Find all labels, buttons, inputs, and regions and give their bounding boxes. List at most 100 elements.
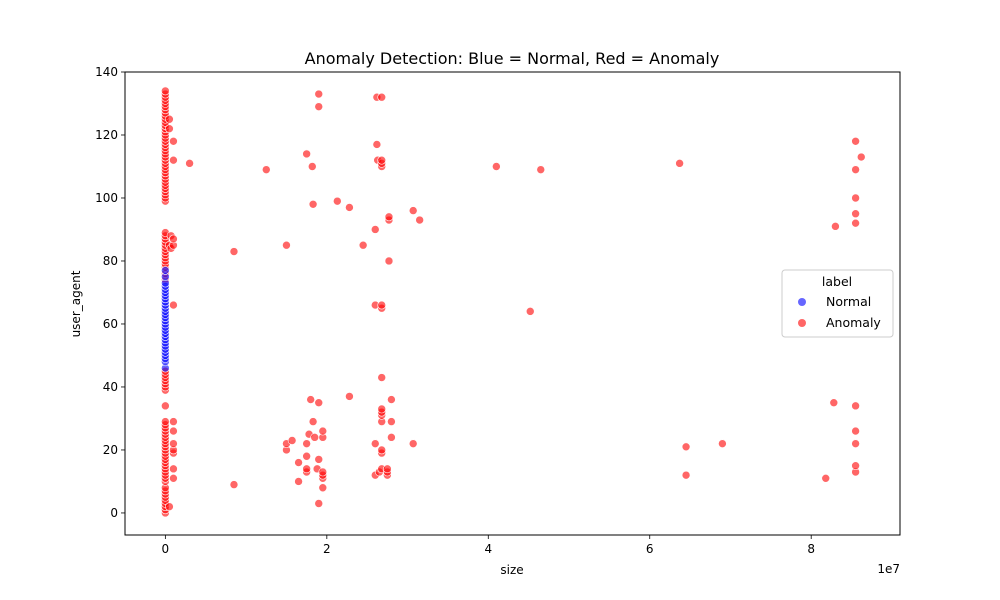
series-anomaly <box>161 86 866 518</box>
y-axis: 0 20 40 60 80 100 120 140 <box>95 65 125 520</box>
point-anomaly <box>169 155 178 165</box>
y-tick-label: 120 <box>95 128 118 142</box>
point-anomaly <box>387 433 396 442</box>
point-anomaly <box>318 426 328 436</box>
point-anomaly <box>161 401 170 411</box>
x-axis-offset-label: 1e7 <box>877 562 900 576</box>
point-anomaly <box>851 401 860 411</box>
x-axis-label: size <box>500 563 523 577</box>
point-anomaly <box>229 247 239 256</box>
legend-box <box>781 269 894 338</box>
point-anomaly <box>377 373 387 382</box>
point-anomaly <box>169 464 178 474</box>
point-anomaly <box>387 395 396 404</box>
point-anomaly <box>302 149 311 159</box>
point-anomaly <box>681 470 691 480</box>
point-anomaly <box>851 165 860 174</box>
point-anomaly <box>408 439 418 448</box>
point-anomaly <box>377 155 387 165</box>
x-tick-label: 0 <box>162 542 170 556</box>
point-anomaly <box>415 215 424 225</box>
points-layer <box>161 86 866 518</box>
point-anomaly <box>169 234 178 244</box>
point-anomaly <box>302 439 311 448</box>
y-tick-label: 20 <box>103 443 118 457</box>
point-anomaly <box>370 439 380 448</box>
point-anomaly <box>165 124 174 133</box>
point-normal <box>161 266 170 275</box>
y-tick-label: 40 <box>103 380 118 394</box>
point-anomaly <box>165 114 174 124</box>
legend-title: label <box>822 274 852 289</box>
point-anomaly <box>383 464 392 474</box>
point-anomaly <box>169 136 178 146</box>
point-anomaly <box>307 162 317 171</box>
y-axis-label: user_agent <box>69 270 83 337</box>
point-anomaly <box>308 199 318 209</box>
x-tick-label: 8 <box>807 542 815 556</box>
series-normal <box>161 266 170 373</box>
point-anomaly <box>384 256 394 266</box>
point-anomaly <box>314 89 324 99</box>
point-anomaly <box>377 92 387 102</box>
point-anomaly <box>377 404 387 414</box>
point-anomaly <box>314 455 324 464</box>
legend-marker-anomaly <box>798 319 806 327</box>
point-anomaly <box>318 467 328 477</box>
point-anomaly <box>358 240 368 250</box>
point-anomaly <box>314 499 324 508</box>
point-anomaly <box>318 483 328 493</box>
point-anomaly <box>851 209 860 219</box>
legend-label-normal: Normal <box>826 294 871 309</box>
point-anomaly <box>681 442 691 452</box>
y-tick-label: 140 <box>95 65 118 79</box>
point-anomaly <box>387 417 396 426</box>
point-anomaly <box>261 165 271 174</box>
point-anomaly <box>718 439 727 448</box>
point-anomaly <box>302 451 311 461</box>
point-anomaly <box>161 86 170 96</box>
point-anomaly <box>333 196 342 206</box>
point-anomaly <box>492 162 501 171</box>
x-axis: 0 2 4 6 8 <box>162 535 815 556</box>
legend-label-anomaly: Anomaly <box>826 315 881 330</box>
y-tick-label: 100 <box>95 191 118 205</box>
point-anomaly <box>302 464 311 474</box>
point-anomaly <box>310 433 320 442</box>
point-anomaly <box>169 474 178 483</box>
point-anomaly <box>169 300 178 310</box>
point-anomaly <box>851 426 860 436</box>
point-anomaly <box>408 206 418 215</box>
point-anomaly <box>314 102 324 111</box>
point-anomaly <box>306 395 315 404</box>
point-anomaly <box>370 225 380 234</box>
point-anomaly <box>161 417 170 426</box>
chart-title: Anomaly Detection: Blue = Normal, Red = … <box>305 49 720 68</box>
point-anomaly <box>377 445 387 455</box>
y-tick-label: 60 <box>103 317 118 331</box>
point-anomaly <box>821 474 831 483</box>
point-anomaly <box>287 436 297 445</box>
x-tick-label: 2 <box>323 542 331 556</box>
point-anomaly <box>294 477 303 486</box>
point-anomaly <box>169 417 178 426</box>
point-anomaly <box>525 307 535 316</box>
point-anomaly <box>169 426 178 436</box>
point-anomaly <box>165 502 174 511</box>
y-tick-label: 0 <box>110 506 118 520</box>
point-anomaly <box>831 222 840 231</box>
point-anomaly <box>372 140 382 149</box>
point-anomaly <box>314 398 324 408</box>
legend: label Normal Anomaly <box>781 269 894 338</box>
plot-frame <box>124 71 901 536</box>
x-tick-label: 4 <box>484 542 492 556</box>
point-anomaly <box>384 212 394 222</box>
x-tick-label: 6 <box>646 542 654 556</box>
point-anomaly <box>294 458 303 467</box>
point-anomaly <box>675 159 684 168</box>
point-anomaly <box>851 439 860 448</box>
point-anomaly <box>185 159 194 168</box>
legend-marker-normal <box>798 298 806 306</box>
point-anomaly <box>229 480 239 489</box>
